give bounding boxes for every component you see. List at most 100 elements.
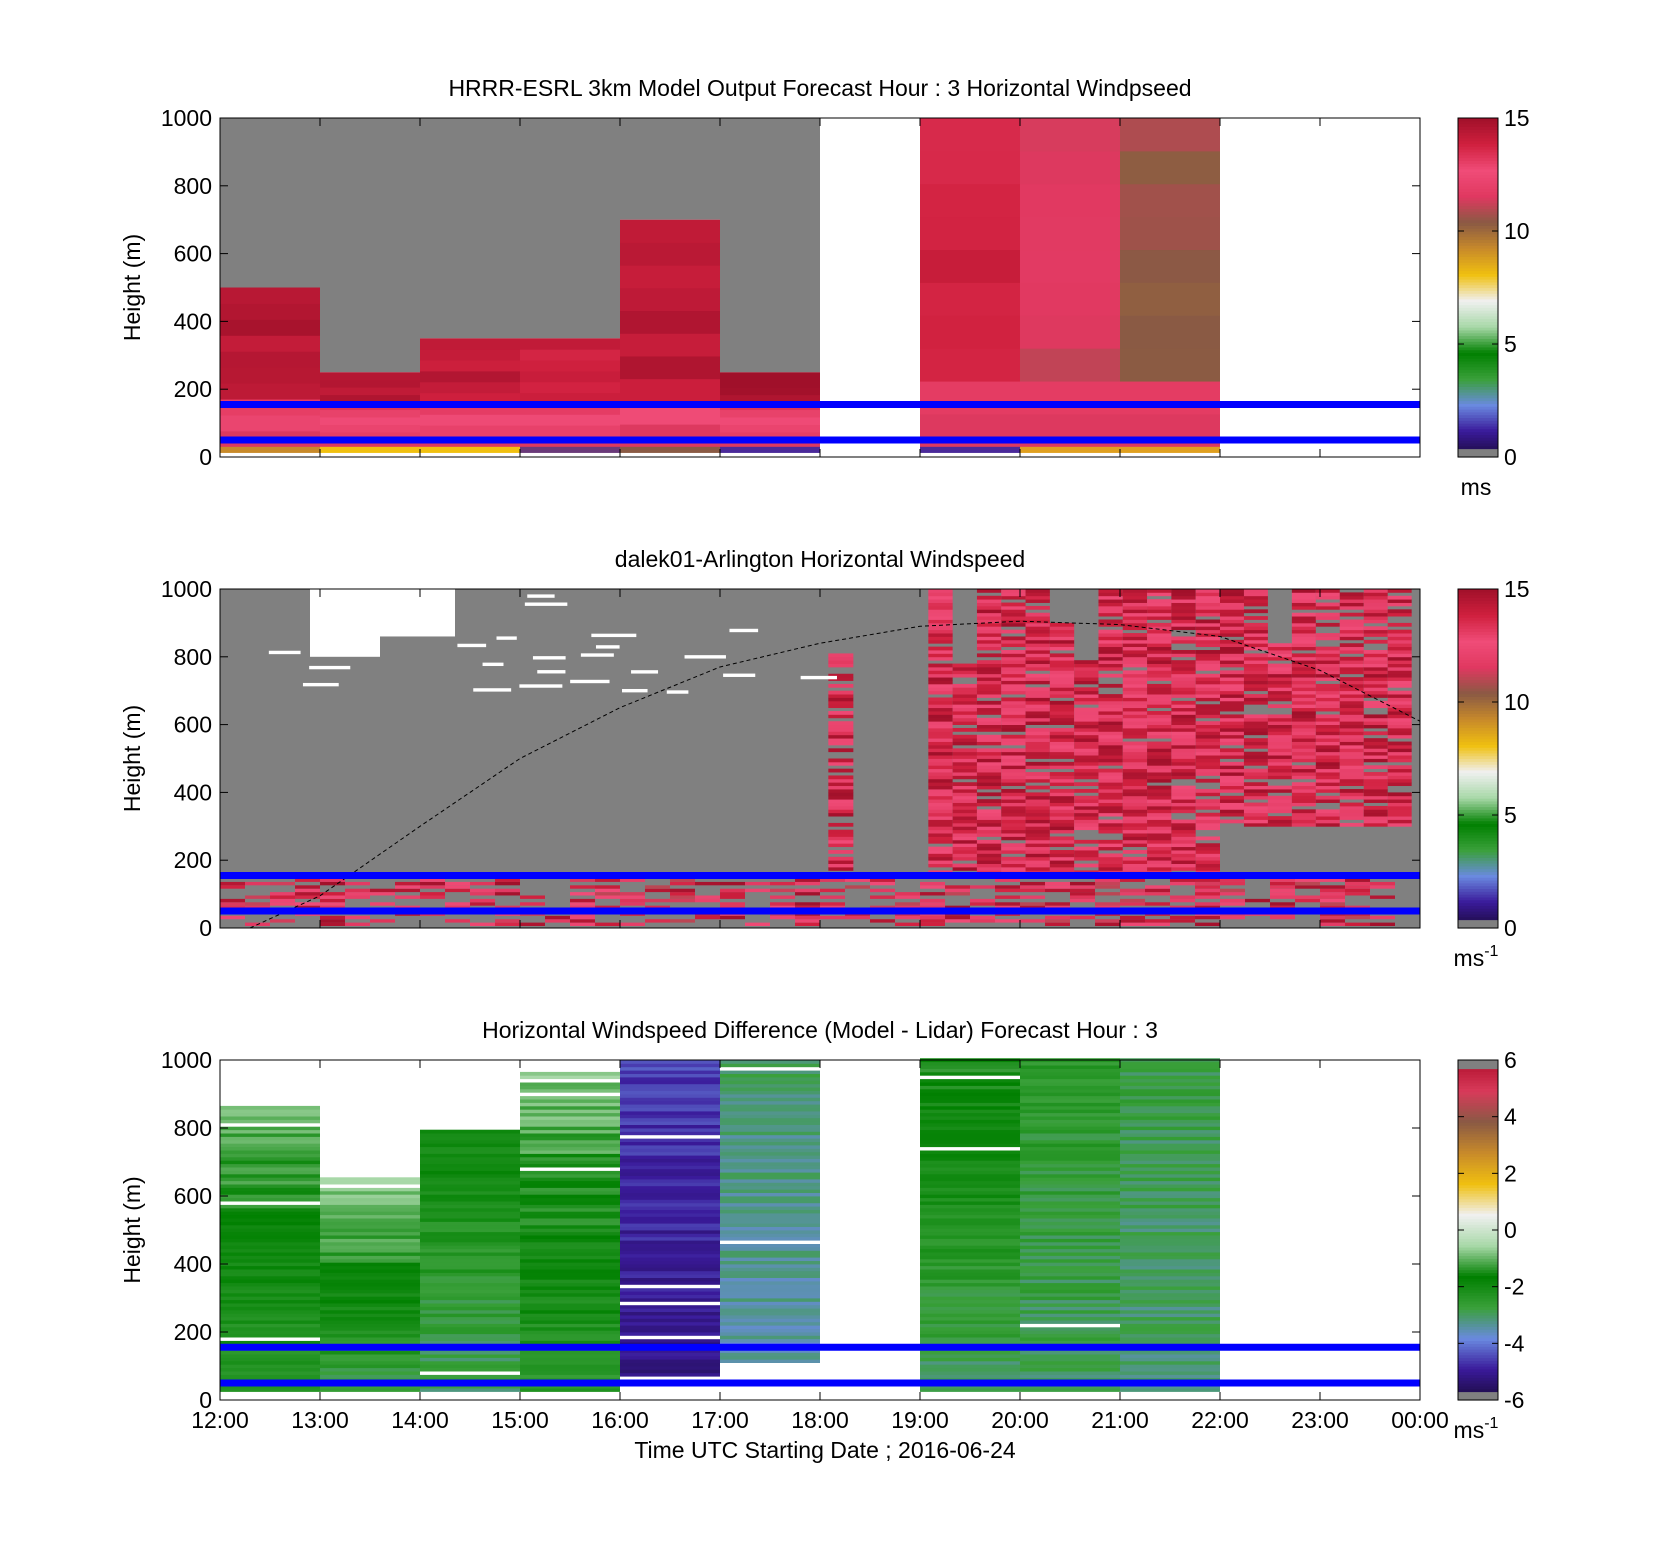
difference-cell [220,1146,320,1151]
no-data-cell [320,1184,420,1188]
speed-cell [1171,731,1196,736]
colorbar-segment [1458,1122,1498,1126]
speed-cell [1020,888,1045,893]
speed-cell [1315,731,1340,736]
speed-cell [976,829,1002,834]
difference-cell [1120,1330,1220,1335]
speed-cell [1387,629,1412,634]
speed-cell [1315,670,1340,675]
speed-cell [870,905,895,910]
speed-cell [952,809,977,814]
colorbar-unit-exponent: -1 [1484,1415,1498,1432]
difference-cell [1020,1204,1120,1209]
speed-cell [1267,721,1292,725]
speed-cell [1074,863,1099,868]
difference-cell [920,1214,1020,1219]
difference-cell [620,1145,720,1149]
speed-cell [1220,612,1244,617]
speed-cell [1171,687,1196,692]
speed-cell [1291,768,1316,773]
speed-cell [920,315,1020,349]
difference-cell [420,1221,520,1226]
speed-cell [1147,748,1172,753]
speed-cell [952,727,977,732]
speed-cell [928,795,953,800]
colorbar-segment [1458,380,1498,385]
speed-cell [1267,758,1292,763]
speed-cell [1049,683,1075,688]
speed-cell [570,892,595,896]
difference-cell [920,1245,1020,1250]
difference-cell [520,1357,620,1362]
speed-cell [928,619,953,624]
colorbar-segment [1458,653,1498,658]
difference-cell [720,1063,820,1068]
speed-cell [828,734,854,739]
speed-cell [1147,714,1172,719]
speed-cell [1339,650,1364,654]
speed-cell [1098,768,1123,773]
colorbar-tick-label: 0 [1504,444,1517,470]
difference-cell [520,1102,620,1107]
speed-cell [1291,772,1316,776]
speed-cell [1074,846,1099,851]
speed-cell [1220,795,1244,800]
speed-cell [1098,721,1123,725]
speed-cell [1001,639,1026,644]
missing-data-cell [220,118,320,288]
speed-cell [1195,888,1220,893]
difference-cell [220,1136,320,1141]
speed-cell [1387,683,1412,688]
speed-cell [1291,660,1316,664]
speed-cell [1170,881,1195,886]
speed-cell [928,639,953,644]
difference-cell [920,1248,1020,1253]
difference-cell [220,1354,320,1358]
colorbar-segment [1458,1303,1498,1308]
speed-cell [1195,629,1220,634]
speed-cell [928,772,953,776]
speed-cell [928,775,953,780]
speed-cell [1220,595,1244,600]
colorbar-segment [1458,1295,1498,1299]
colorbar-segment [1458,304,1498,308]
speed-cell [1339,778,1364,783]
speed-cell [1122,707,1148,712]
speed-cell [1147,622,1172,627]
speed-cell [420,370,520,383]
speed-cell [1291,612,1316,617]
colorbar-segment [1458,1105,1498,1109]
colorbar-segment [1458,1213,1498,1217]
speed-cell [1001,714,1026,719]
colorbar-segment [1458,281,1498,286]
colorbar-segment [1458,879,1498,884]
difference-cell [1020,1150,1120,1154]
difference-cell [1120,1153,1220,1158]
colorbar-segment [1458,168,1498,173]
difference-cell [1120,1231,1220,1236]
speed-cell [1195,589,1220,593]
speed-cell [952,666,977,671]
speed-cell [1025,592,1050,597]
speed-cell [1291,714,1316,719]
difference-cell [920,1105,1020,1110]
speed-cell [1243,809,1268,814]
colorbar-segment [1458,1317,1498,1322]
speed-cell [1145,919,1170,923]
difference-cell [720,1233,820,1238]
speed-cell [1291,643,1316,648]
speed-cell [1291,721,1316,725]
speed-cell [1049,856,1075,861]
speed-cell [1291,724,1316,729]
speed-cell [1291,663,1316,668]
speed-cell [1291,755,1316,759]
speed-cell [1120,919,1145,923]
speed-cell [1267,673,1292,678]
difference-cell [720,1189,820,1193]
speed-cell [1098,683,1123,688]
speed-cell [1147,853,1172,858]
speed-cell [1320,919,1345,923]
speed-cell [1243,805,1268,810]
speed-cell [1195,866,1220,871]
speed-cell [1001,833,1026,837]
